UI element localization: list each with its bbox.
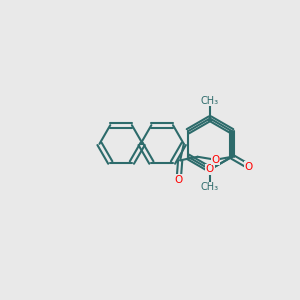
Text: CH₃: CH₃ xyxy=(201,95,219,106)
Text: O: O xyxy=(175,175,183,185)
Text: O: O xyxy=(245,161,253,172)
Text: O: O xyxy=(206,164,214,175)
Text: O: O xyxy=(212,155,220,165)
Text: CH₃: CH₃ xyxy=(201,182,219,193)
